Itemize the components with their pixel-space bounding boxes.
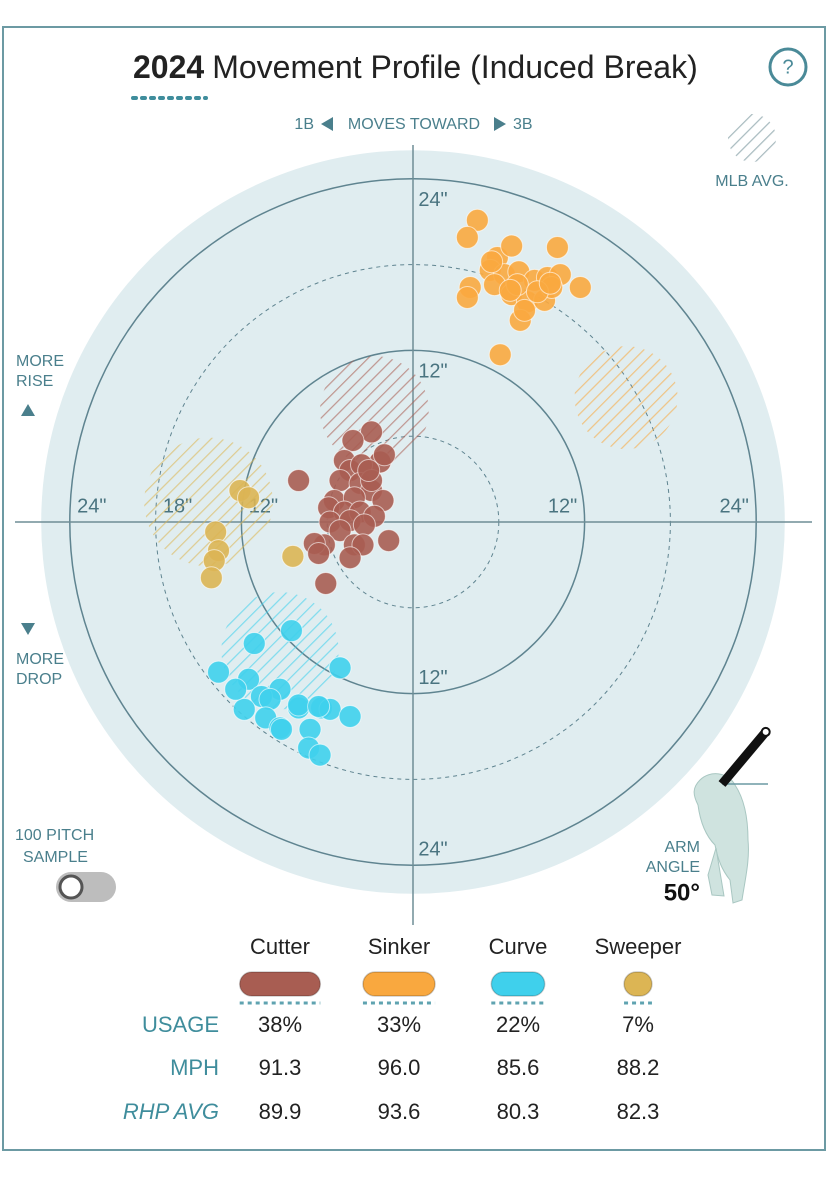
pitch-point (308, 743, 332, 767)
legend-swatch (490, 971, 546, 997)
help-icon[interactable]: ? (782, 56, 793, 78)
title-year: 2024 (133, 49, 204, 85)
table-cell: 22% (496, 1012, 540, 1037)
pitch-point (338, 546, 362, 570)
legend-name: Sweeper (595, 934, 682, 959)
arrow-right (494, 117, 506, 131)
pitch-point (232, 697, 256, 721)
pitch-point (352, 513, 376, 537)
table-cell: 80.3 (497, 1099, 540, 1124)
arm-line (718, 729, 770, 787)
pitch-point (498, 278, 522, 302)
pitch-point (538, 271, 562, 295)
pitch-point (307, 541, 331, 565)
arrow-down (21, 623, 35, 635)
y-tick-label: 12" (418, 667, 447, 689)
pitch-point (207, 660, 231, 684)
legend-name: Curve (489, 934, 548, 959)
pitch-point (377, 529, 401, 553)
table-cell: 96.0 (378, 1055, 421, 1080)
pitch-point (455, 285, 479, 309)
x-tick-label: 12" (548, 495, 577, 517)
legend-avg-label: MLB AVG. (715, 173, 789, 190)
pitch-point (281, 544, 305, 568)
toggle-knob[interactable] (58, 874, 84, 900)
legend-swatch (623, 971, 653, 997)
stats-table: USAGE MPH RHP AVG Cutter 38% 91.3 89.9 Sinker 33… (123, 934, 682, 1124)
direction-text: MOVES TOWARD (348, 116, 480, 133)
table-cell: 7% (622, 1012, 654, 1037)
table-cell: 93.6 (378, 1099, 421, 1124)
arm-angle-label: ANGLE (646, 859, 700, 876)
help-button[interactable] (768, 47, 808, 87)
pitch-point (237, 486, 261, 510)
pitch-point (314, 571, 338, 595)
pitch-point (338, 704, 362, 728)
title-text: Movement Profile (Induced Break) (212, 49, 698, 85)
table-cell: 82.3 (617, 1099, 660, 1124)
y-tick-label: 24" (418, 838, 447, 860)
row-label: MPH (170, 1055, 219, 1080)
pitch-point (307, 694, 331, 718)
direction-left: 1B (294, 116, 314, 133)
pitch-point (287, 693, 311, 717)
pitch-point (328, 656, 352, 680)
arm-angle-value: 50° (664, 879, 700, 906)
x-tick-label: 24" (720, 495, 749, 517)
direction-right: 3B (513, 116, 533, 133)
table-cell: 91.3 (259, 1055, 302, 1080)
pitch-point (341, 428, 365, 452)
pitch-point (357, 459, 381, 483)
chart-title: 2024 Movement Profile (Induced Break) (133, 49, 698, 85)
arrow-up (21, 404, 35, 416)
avg-area (574, 346, 678, 450)
pitch-point (199, 566, 223, 590)
table-cell: 33% (377, 1012, 421, 1037)
pitch-point (545, 235, 569, 259)
legend-swatch (238, 971, 322, 997)
arm-angle-label: ARM (664, 839, 700, 856)
rise-label: RISE (16, 373, 53, 390)
pitch-point (455, 225, 479, 249)
pitch-point (465, 208, 489, 232)
drop-label: DROP (16, 671, 62, 688)
y-tick-label: 24" (418, 189, 447, 211)
legend-name: Cutter (250, 934, 310, 959)
pitch-point (568, 275, 592, 299)
pitch-point (328, 469, 352, 493)
sample-label: 100 PITCH (15, 827, 94, 844)
y-tick-label: 12" (418, 361, 447, 383)
table-cell: 89.9 (259, 1099, 302, 1124)
drop-label: MORE (16, 651, 64, 668)
pitcher-figure (693, 773, 749, 904)
avg-area (144, 437, 273, 567)
plot: 24"18"12"12"24"24"12"12"24" (15, 145, 812, 925)
table-cell: 85.6 (497, 1055, 540, 1080)
row-label: RHP AVG (123, 1099, 219, 1124)
sample-label: SAMPLE (23, 849, 88, 866)
legend-avg-icon (728, 114, 776, 162)
table-cell: 88.2 (617, 1055, 660, 1080)
arm-tip (760, 726, 771, 737)
pitch-point (480, 250, 504, 274)
arrow-left (321, 117, 333, 131)
pitch-point (269, 717, 293, 741)
pitch-point (488, 343, 512, 367)
pitch-point (279, 619, 303, 643)
avg-area (320, 356, 429, 465)
pitch-point (287, 469, 311, 493)
pitch-point (328, 519, 352, 543)
pitch-point (224, 677, 248, 701)
row-label: USAGE (142, 1012, 219, 1037)
x-tick-label: 24" (77, 495, 106, 517)
legend-name: Sinker (368, 934, 430, 959)
pitch-point (500, 234, 524, 258)
table-cell: 38% (258, 1012, 302, 1037)
legend-swatch (362, 971, 436, 997)
pitch-point (513, 298, 537, 322)
pitch-point (372, 443, 396, 467)
rise-label: MORE (16, 353, 64, 370)
pitch-point (242, 632, 266, 656)
